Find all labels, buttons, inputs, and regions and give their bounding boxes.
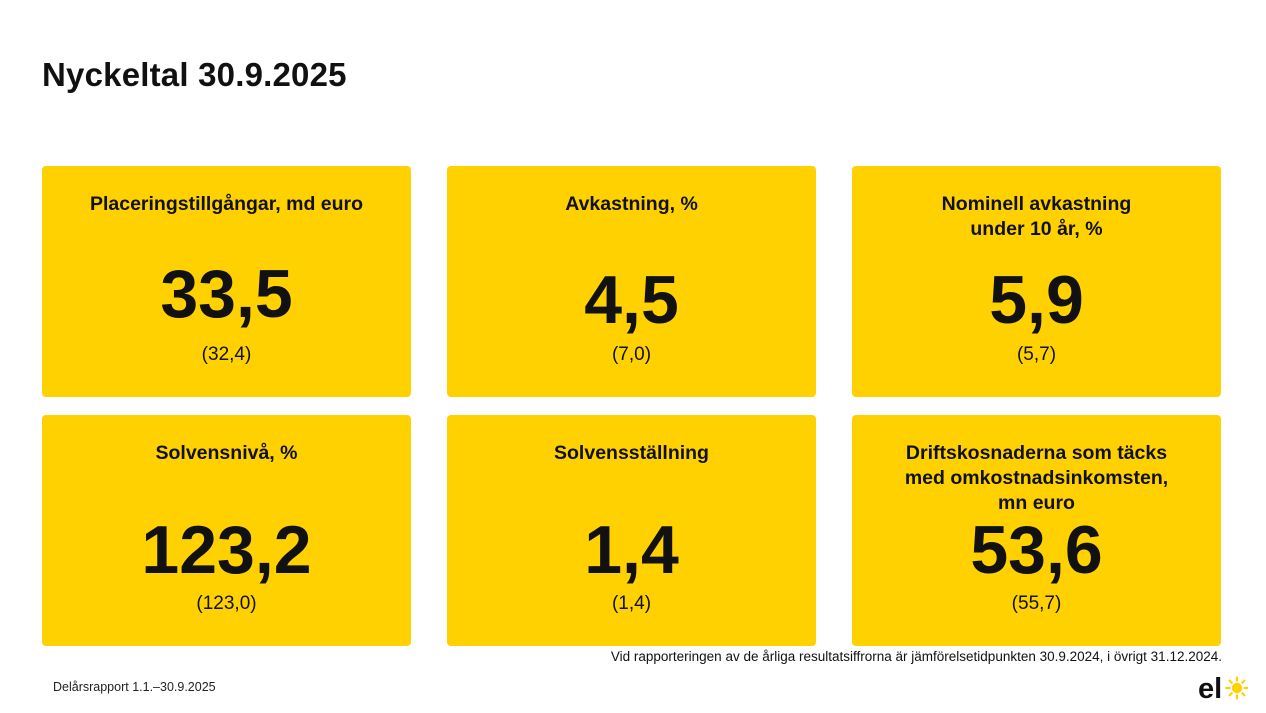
kpi-card-placeringstillgangar: Placeringstillgångar, md euro 33,5 (32,4… — [42, 166, 411, 397]
kpi-value: 1,4 — [584, 512, 679, 588]
kpi-value: 53,6 — [970, 512, 1103, 588]
kpi-card-avkastning: Avkastning, % 4,5 (7,0) — [447, 166, 816, 397]
kpi-label: Solvensnivå, % — [155, 442, 298, 464]
kpi-previous-value: (55,7) — [1011, 593, 1062, 614]
kpi-previous-value: (1,4) — [611, 593, 652, 614]
kpi-value: 123,2 — [141, 512, 312, 588]
kpi-card-driftskostnader: Driftskosnaderna som täcks med omkostnad… — [852, 415, 1221, 646]
comparison-footnote: Vid rapporteringen av de årliga resultat… — [610, 649, 1222, 664]
elo-logo: el — [1198, 673, 1248, 703]
report-footer: Delårsrapport 1.1.–30.9.2025 — [53, 680, 216, 694]
page-title: Nyckeltal 30.9.2025 — [42, 56, 347, 93]
kpi-value: 33,5 — [160, 256, 293, 332]
kpi-label: Placeringstillgångar, md euro — [89, 193, 364, 215]
kpi-label: Avkastning, % — [565, 193, 698, 215]
kpi-card-nominell-avkastning: Nominell avkastning under 10 år, % 5,9 (… — [852, 166, 1221, 397]
logo-text: el — [1198, 673, 1222, 703]
kpi-previous-value: (5,7) — [1016, 344, 1057, 365]
kpi-card-solvensstallning: Solvensställning 1,4 (1,4) — [447, 415, 816, 646]
kpi-label: Solvensställning — [554, 442, 709, 464]
kpi-value: 5,9 — [989, 262, 1084, 338]
kpi-label: Nominell avkastning under 10 år, % — [941, 193, 1132, 240]
kpi-value: 4,5 — [584, 262, 679, 338]
kpi-label: Driftskosnaderna som täcks med omkostnad… — [904, 442, 1169, 514]
kpi-previous-value: (32,4) — [201, 344, 252, 365]
sun-icon — [1225, 676, 1248, 700]
kpi-previous-value: (7,0) — [611, 344, 652, 365]
kpi-previous-value: (123,0) — [196, 593, 257, 614]
kpi-card-solvensniva: Solvensnivå, % 123,2 (123,0) — [42, 415, 411, 646]
